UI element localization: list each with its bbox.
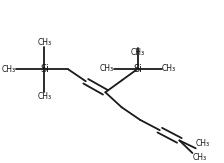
Text: CH₃: CH₃ bbox=[2, 65, 16, 74]
Text: CH₃: CH₃ bbox=[196, 139, 210, 148]
Text: CH₃: CH₃ bbox=[162, 64, 176, 73]
Text: Si: Si bbox=[40, 64, 49, 74]
Text: CH₃: CH₃ bbox=[192, 153, 207, 162]
Text: Si: Si bbox=[134, 64, 142, 74]
Text: CH₃: CH₃ bbox=[100, 64, 114, 73]
Text: CH₃: CH₃ bbox=[37, 91, 52, 101]
Text: CH₃: CH₃ bbox=[131, 48, 145, 57]
Text: CH₃: CH₃ bbox=[37, 38, 52, 47]
